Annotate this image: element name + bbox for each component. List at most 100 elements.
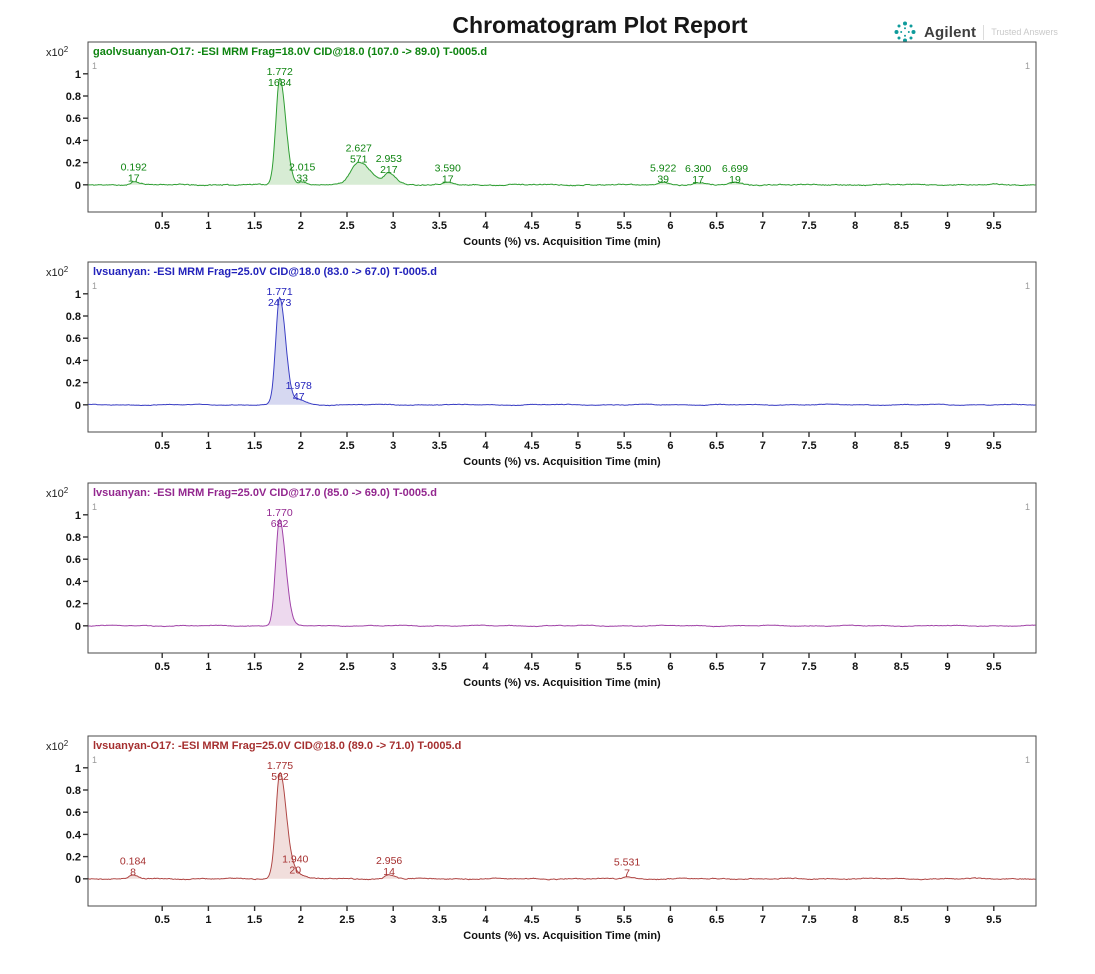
- trace-fill: [88, 772, 1036, 880]
- x-tick-label: 9: [945, 661, 951, 673]
- corner-marker-left: 1: [92, 61, 97, 71]
- x-tick-label: 7.5: [801, 914, 816, 926]
- x-tick-label: 9: [945, 440, 951, 452]
- y-tick-label: 0.6: [66, 554, 81, 566]
- peak-rt-label: 1.775: [267, 760, 293, 772]
- x-tick-label: 3.5: [432, 914, 447, 926]
- peak-count-label: 39: [657, 173, 669, 185]
- x-tick-label: 7: [760, 661, 766, 673]
- y-scale-label: x102: [46, 45, 69, 59]
- brand-tagline: Trusted Answers: [991, 27, 1058, 37]
- corner-marker-left: 1: [92, 502, 97, 512]
- x-tick-label: 1.5: [247, 914, 262, 926]
- x-tick-label: 7.5: [801, 440, 816, 452]
- x-tick-label: 5: [575, 661, 581, 673]
- x-tick-label: 7: [760, 440, 766, 452]
- plot-frame: [87, 261, 1037, 433]
- peak-rt-label: 5.922: [650, 162, 676, 174]
- x-tick-label: 6.5: [709, 914, 724, 926]
- y-tick-label: 0.4: [66, 135, 82, 147]
- x-tick-label: 5: [575, 914, 581, 926]
- x-tick-label: 6: [667, 661, 673, 673]
- peak-rt-label: 6.699: [722, 163, 748, 175]
- x-tick-label: 5.5: [617, 220, 632, 232]
- x-tick-label: 4.5: [524, 661, 539, 673]
- y-tick-label: 0.6: [66, 333, 81, 345]
- x-tick-label: 4: [483, 220, 490, 232]
- trace-fill: [88, 78, 1036, 186]
- x-tick-label: 3: [390, 440, 396, 452]
- corner-marker-left: 1: [92, 281, 97, 291]
- x-tick-label: 1.5: [247, 661, 262, 673]
- x-tick-label: 8: [852, 661, 858, 673]
- peak-rt-label: 2.015: [289, 162, 315, 174]
- chromatogram-panel-3: x102 0 0.2 0.4 0.6 0.8 1 0.5 1 1.5 2 2.5 3 3.5 4 4.5 5 5.…: [40, 477, 1060, 693]
- plot-frame: [87, 735, 1037, 907]
- x-tick-label: 3: [390, 220, 396, 232]
- chromatogram-panel-2: x102 0 0.2 0.4 0.6 0.8 1 0.5 1 1.5 2 2.5 3 3.5 4 4.5 5 5.…: [40, 256, 1060, 472]
- panel-header: lvsuanyan: -ESI MRM Frag=25.0V CID@17.0 …: [93, 487, 437, 499]
- chromatogram-plot: x102 0 0.2 0.4 0.6 0.8 1 0.5 1 1.5 2 2.5 3 3.5 4 4.5 5 5.…: [46, 41, 1037, 248]
- x-tick-label: 8: [852, 914, 858, 926]
- y-tick-label: 1: [75, 69, 81, 81]
- y-tick-label: 0.8: [66, 311, 81, 323]
- y-tick-label: 0.8: [66, 785, 81, 797]
- x-tick-label: 2: [298, 440, 304, 452]
- peak-count-label: 17: [128, 172, 140, 184]
- corner-marker-right: 1: [1025, 502, 1030, 512]
- trace-line: [88, 772, 1036, 881]
- panel-header: gaolvsuanyan-O17: -ESI MRM Frag=18.0V CI…: [93, 46, 487, 58]
- y-scale-label: x102: [46, 265, 69, 279]
- x-tick-label: 2.5: [339, 661, 354, 673]
- y-tick-label: 0: [75, 180, 81, 192]
- x-tick-label: 0.5: [155, 440, 170, 452]
- x-tick-label: 8.5: [894, 661, 909, 673]
- peak-rt-label: 6.300: [685, 163, 711, 175]
- peak-count-label: 682: [271, 518, 289, 530]
- peak-count-label: 17: [692, 174, 704, 186]
- x-tick-label: 1: [205, 661, 211, 673]
- plot-frame: [87, 482, 1037, 654]
- x-tick-label: 8.5: [894, 914, 909, 926]
- x-tick-label: 5: [575, 220, 581, 232]
- peak-count-label: 19: [729, 174, 741, 186]
- x-tick-label: 0.5: [155, 220, 170, 232]
- peak-count-label: 47: [293, 391, 305, 403]
- y-tick-label: 1: [75, 763, 81, 775]
- corner-marker-right: 1: [1025, 755, 1030, 765]
- y-tick-label: 0.6: [66, 113, 81, 125]
- x-tick-label: 1: [205, 914, 211, 926]
- peak-rt-label: 2.956: [376, 855, 402, 867]
- peak-count-label: 562: [271, 771, 289, 783]
- x-tick-label: 6.5: [709, 661, 724, 673]
- peak-rt-label: 0.184: [120, 855, 146, 867]
- brand-divider: [983, 24, 985, 40]
- x-tick-label: 4.5: [524, 220, 539, 232]
- x-axis-title: Counts (%) vs. Acquisition Time (min): [463, 677, 661, 689]
- x-tick-label: 5: [575, 440, 581, 452]
- x-tick-label: 1.5: [247, 440, 262, 452]
- x-tick-label: 7: [760, 220, 766, 232]
- x-tick-label: 9.5: [986, 914, 1001, 926]
- x-tick-label: 3.5: [432, 440, 447, 452]
- peak-rt-label: 3.590: [435, 163, 461, 175]
- x-tick-label: 8.5: [894, 440, 909, 452]
- y-tick-label: 0.4: [66, 829, 82, 841]
- y-tick-label: 0.6: [66, 807, 81, 819]
- x-axis-title: Counts (%) vs. Acquisition Time (min): [463, 456, 661, 468]
- x-tick-label: 4: [483, 914, 490, 926]
- y-tick-label: 0.2: [66, 158, 81, 170]
- x-tick-label: 4.5: [524, 914, 539, 926]
- y-scale-label: x102: [46, 486, 69, 500]
- peak-rt-label: 1.771: [266, 286, 292, 298]
- y-tick-label: 0.2: [66, 599, 81, 611]
- corner-marker-right: 1: [1025, 281, 1030, 291]
- y-tick-label: 0: [75, 400, 81, 412]
- brand-name: Agilent: [924, 23, 977, 41]
- x-tick-label: 8: [852, 220, 858, 232]
- x-tick-label: 6: [667, 914, 673, 926]
- y-tick-label: 0.8: [66, 532, 81, 544]
- peak-rt-label: 1.978: [286, 380, 312, 392]
- trace-fill: [88, 297, 1036, 406]
